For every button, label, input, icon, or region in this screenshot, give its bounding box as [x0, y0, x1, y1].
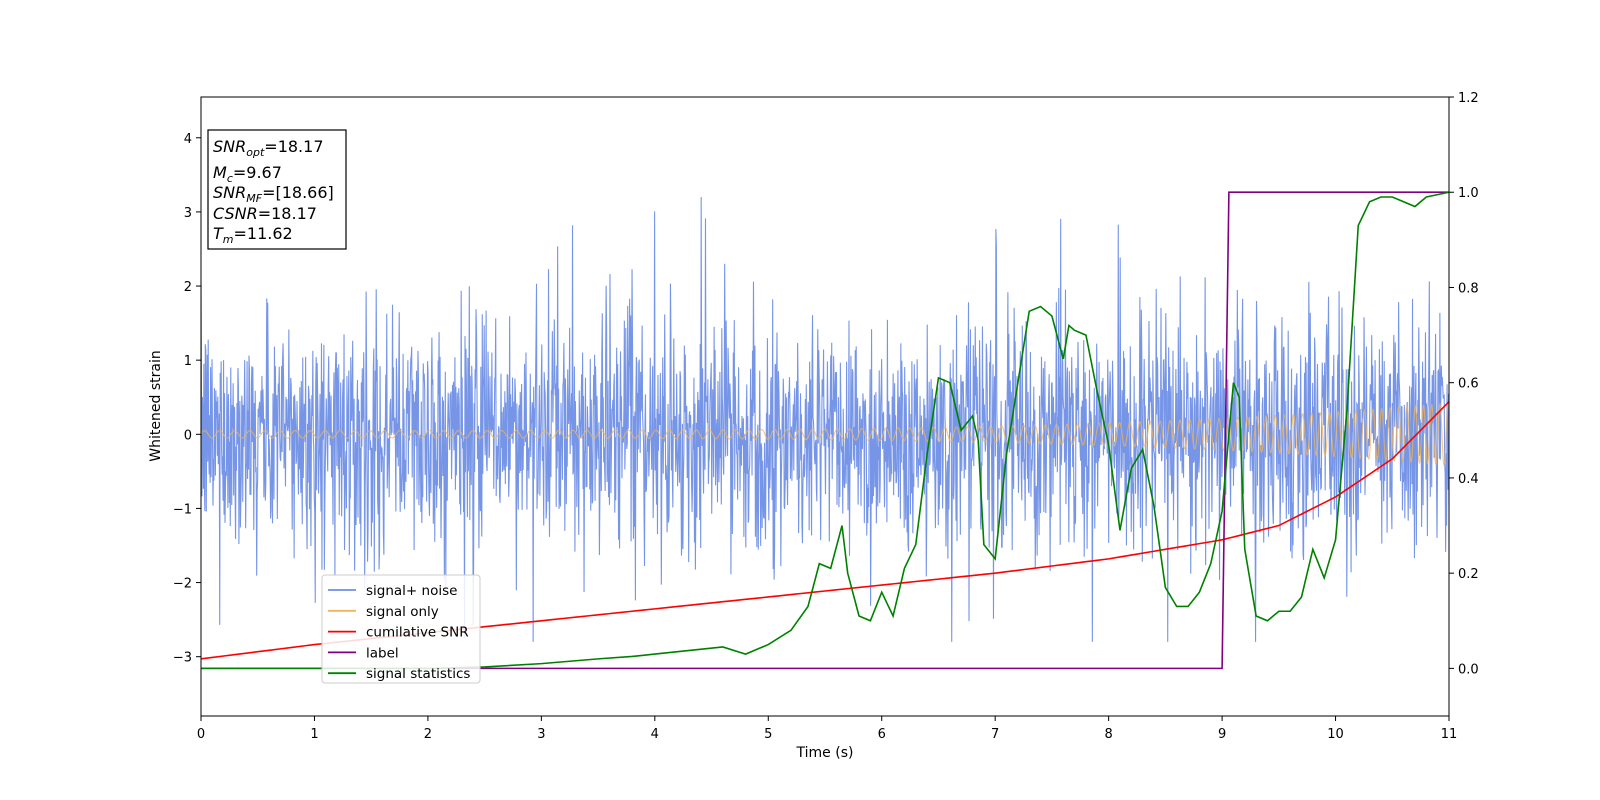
y-left-tick-label: 2	[184, 280, 192, 295]
plot-frame	[200, 96, 1450, 717]
tick-layer: 0 1 2 3 4 5 6 7 8 9 10 11 −3 −2 −1 0 1 2 3 4 0.0 0.2 0.4 0.6 0.8…	[173, 91, 1479, 742]
annotation-line: CSNR=18.17	[213, 204, 317, 223]
y-right-tick-label: 1.0	[1458, 186, 1479, 201]
series-line-label	[201, 191, 1449, 670]
legend-label: cumilative SNR	[366, 625, 469, 641]
y-left-tick-label: 4	[184, 132, 192, 147]
x-axis-label: Time (s)	[796, 745, 854, 761]
y-right-tick-label: 0.6	[1458, 377, 1479, 392]
x-tick-label: 1	[310, 727, 318, 742]
y-right-tick-label: 0.0	[1458, 662, 1479, 677]
annotation-line: SNRopt=18.17	[213, 137, 324, 159]
legend: signal+ noise signal only cumilative SNR la…	[321, 574, 481, 684]
x-tick-label: 10	[1327, 727, 1344, 742]
y-left-tick-label: 0	[184, 428, 192, 443]
y-left-tick-label: 1	[184, 354, 192, 369]
annotation-box: SNRopt=18.17 Mc=9.67SNRMF=[18.66]CSNR=18.…	[207, 129, 347, 250]
x-tick-label: 3	[537, 727, 545, 742]
x-tick-label: 2	[424, 727, 432, 742]
legend-label: signal statistics	[366, 666, 470, 682]
x-tick-label: 0	[197, 727, 205, 742]
annotation-line: Tm=11.62	[213, 224, 293, 246]
x-tick-label: 4	[651, 727, 659, 742]
legend-label: signal only	[366, 604, 439, 620]
y-left-tick-label: −2	[173, 577, 192, 592]
y-right-tick-label: 0.4	[1458, 472, 1479, 487]
y-left-tick-label: 3	[184, 206, 192, 221]
x-tick-label: 11	[1441, 727, 1458, 742]
x-tick-label: 7	[991, 727, 999, 742]
x-tick-label: 6	[878, 727, 886, 742]
y-left-tick-label: −3	[173, 651, 192, 666]
x-tick-label: 8	[1104, 727, 1112, 742]
legend-frame	[321, 574, 481, 684]
y-left-tick-label: −1	[173, 502, 192, 517]
annotation-line: Mc=9.67	[213, 163, 282, 185]
annotation-frame	[207, 129, 347, 250]
legend-label: signal+ noise	[366, 583, 457, 599]
y-axis-label: Whitened strain	[148, 350, 164, 461]
x-tick-label: 9	[1218, 727, 1226, 742]
x-tick-label: 5	[764, 727, 772, 742]
y-right-tick-label: 1.2	[1458, 91, 1479, 106]
y-right-tick-label: 0.2	[1458, 567, 1479, 582]
legend-label: label	[366, 645, 399, 661]
annotation-line: SNRMF=[18.66]	[213, 183, 334, 205]
series-line-signal-statistics	[201, 191, 1449, 670]
y-right-tick-label: 0.8	[1458, 281, 1479, 296]
